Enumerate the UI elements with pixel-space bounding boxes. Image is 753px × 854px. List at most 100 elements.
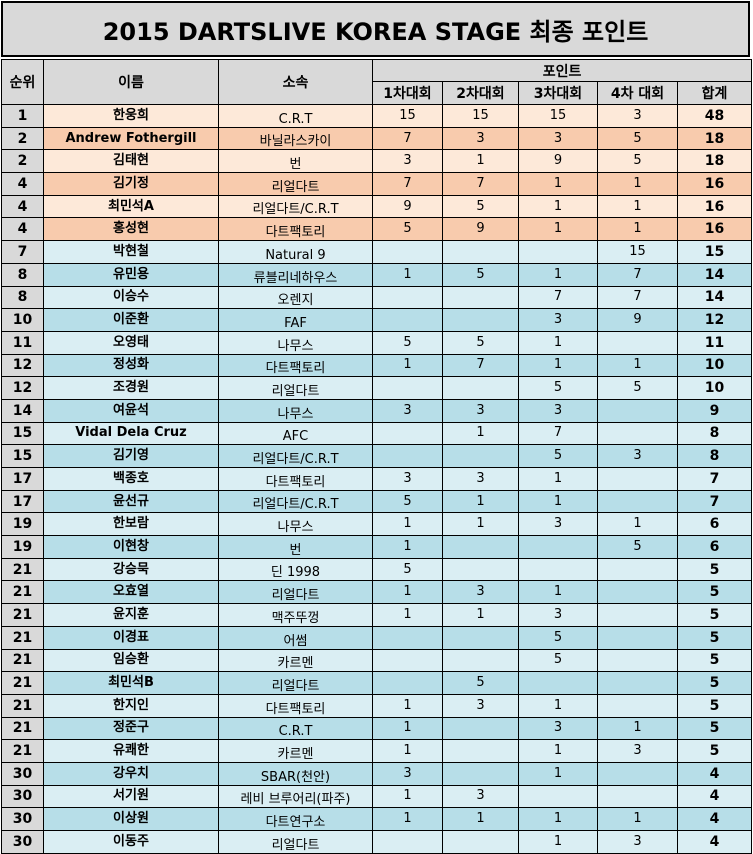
round1-cell bbox=[372, 421, 443, 446]
round2-cell: 1 bbox=[442, 512, 519, 537]
round3-cell bbox=[518, 535, 598, 559]
table-row: 21 임승환 카르멘 5 5 bbox=[1, 648, 753, 673]
round3-cell: 5 bbox=[518, 376, 598, 400]
round2-cell: 3 bbox=[442, 784, 519, 809]
round1-cell: 1 bbox=[372, 353, 443, 378]
total-cell: 4 bbox=[676, 784, 753, 809]
round1-cell bbox=[372, 376, 443, 400]
round3-cell: 3 bbox=[518, 716, 598, 741]
rank-cell: 19 bbox=[1, 535, 44, 559]
round1-cell: 3 bbox=[372, 761, 443, 786]
rank-cell: 17 bbox=[1, 489, 44, 514]
table-row: 21 윤지훈 맥주뚜껑 1 1 3 5 bbox=[1, 603, 753, 627]
round4-cell bbox=[597, 784, 678, 809]
name-cell: 이준환 bbox=[43, 308, 219, 332]
club-cell: AFC bbox=[218, 421, 373, 446]
rank-cell: 11 bbox=[1, 330, 44, 355]
rank-cell: 21 bbox=[1, 716, 44, 741]
round4-cell bbox=[597, 557, 678, 582]
rank-cell: 14 bbox=[1, 398, 44, 423]
round3-cell: 1 bbox=[518, 807, 598, 831]
round2-cell bbox=[442, 240, 519, 264]
round2-cell bbox=[442, 739, 519, 763]
round3-cell: 3 bbox=[518, 398, 598, 423]
name-cell: 최민석B bbox=[43, 671, 219, 695]
rank-cell: 2 bbox=[1, 126, 44, 151]
total-cell: 5 bbox=[676, 716, 753, 741]
name-cell: 한지인 bbox=[43, 693, 219, 718]
round1-cell bbox=[372, 671, 443, 695]
round2-cell: 1 bbox=[442, 603, 519, 627]
round1-cell: 7 bbox=[372, 126, 443, 151]
table-row: 30 강우치 SBAR(천안) 3 1 4 bbox=[1, 761, 753, 786]
round3-cell: 1 bbox=[518, 217, 598, 242]
round4-cell: 1 bbox=[597, 172, 678, 196]
club-cell: Natural 9 bbox=[218, 240, 373, 264]
round3-cell: 3 bbox=[518, 308, 598, 332]
round4-cell: 7 bbox=[597, 285, 678, 310]
rank-cell: 15 bbox=[1, 444, 44, 468]
club-cell: 리얼다트/C.R.T bbox=[218, 444, 373, 468]
round1-cell: 3 bbox=[372, 149, 443, 174]
round2-cell bbox=[442, 535, 519, 559]
rank-cell: 8 bbox=[1, 285, 44, 310]
round4-cell: 1 bbox=[597, 353, 678, 378]
table-row: 8 유민용 류블리네하우스 1 5 1 7 14 bbox=[1, 262, 753, 287]
round3-cell: 1 bbox=[518, 580, 598, 605]
round4-cell bbox=[597, 580, 678, 605]
round3-cell bbox=[518, 557, 598, 582]
total-cell: 5 bbox=[676, 648, 753, 673]
table-row: 17 백종호 다트팩토리 3 3 1 7 bbox=[1, 467, 753, 491]
round2-cell bbox=[442, 308, 519, 332]
club-cell: FAF bbox=[218, 308, 373, 332]
round2-cell: 5 bbox=[442, 194, 519, 219]
club-cell: 카르멘 bbox=[218, 739, 373, 763]
name-cell: 서기원 bbox=[43, 784, 219, 809]
table-row: 19 이현창 번 1 5 6 bbox=[1, 535, 753, 559]
round2-cell: 7 bbox=[442, 353, 519, 378]
table-header: 순위 이름 소속 포인트 1차대회 2차대회 3차대회 4차 대회 합계 bbox=[1, 59, 753, 105]
round3-cell: 15 bbox=[518, 104, 598, 128]
total-cell: 10 bbox=[676, 376, 753, 400]
round2-cell: 1 bbox=[442, 489, 519, 514]
round3-cell: 3 bbox=[518, 603, 598, 627]
total-cell: 5 bbox=[676, 739, 753, 763]
club-cell: 번 bbox=[218, 535, 373, 559]
table-row: 4 홍성현 다트팩토리 5 9 1 1 16 bbox=[1, 217, 753, 242]
round3-cell bbox=[518, 784, 598, 809]
round3-cell bbox=[518, 240, 598, 264]
round1-cell bbox=[372, 308, 443, 332]
rank-cell: 4 bbox=[1, 194, 44, 219]
round2-cell: 15 bbox=[442, 104, 519, 128]
round1-cell: 1 bbox=[372, 262, 443, 287]
name-cell: 백종호 bbox=[43, 467, 219, 491]
round1-cell: 1 bbox=[372, 716, 443, 741]
round2-cell: 3 bbox=[442, 693, 519, 718]
rank-cell: 21 bbox=[1, 603, 44, 627]
round4-cell: 1 bbox=[597, 194, 678, 219]
rank-cell: 21 bbox=[1, 557, 44, 582]
name-cell: 이현창 bbox=[43, 535, 219, 559]
name-cell: 김기영 bbox=[43, 444, 219, 468]
round1-cell: 3 bbox=[372, 467, 443, 491]
round2-cell: 3 bbox=[442, 398, 519, 423]
table-row: 21 최민석B 리얼다트 5 5 bbox=[1, 671, 753, 695]
club-cell: 리얼다트 bbox=[218, 580, 373, 605]
round4-cell bbox=[597, 671, 678, 695]
club-cell: 리얼다트/C.R.T bbox=[218, 489, 373, 514]
round3-cell: 1 bbox=[518, 194, 598, 219]
total-cell: 12 bbox=[676, 308, 753, 332]
table-row: 21 정준구 C.R.T 1 3 1 5 bbox=[1, 716, 753, 741]
club-cell: 다트팩토리 bbox=[218, 217, 373, 242]
header-round4: 4차 대회 bbox=[597, 81, 678, 105]
round3-cell: 1 bbox=[518, 353, 598, 378]
round2-cell: 3 bbox=[442, 580, 519, 605]
club-cell: 어썸 bbox=[218, 625, 373, 650]
total-cell: 9 bbox=[676, 398, 753, 423]
round4-cell bbox=[597, 330, 678, 355]
table-row: 21 이경표 어썸 5 5 bbox=[1, 625, 753, 650]
name-cell: 한보람 bbox=[43, 512, 219, 537]
total-cell: 48 bbox=[676, 104, 753, 128]
header-rank: 순위 bbox=[1, 59, 44, 105]
rank-cell: 12 bbox=[1, 353, 44, 378]
